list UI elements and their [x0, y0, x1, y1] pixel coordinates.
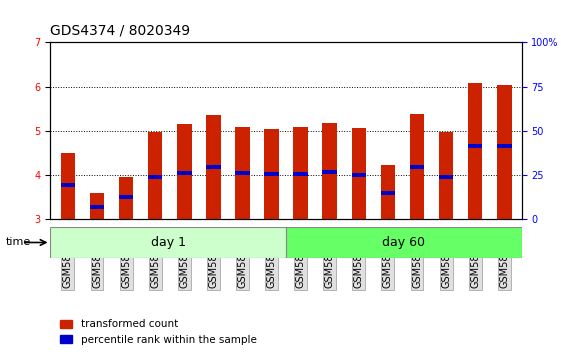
Bar: [323, 123, 337, 219]
Bar: [206, 115, 220, 219]
Bar: [90, 193, 104, 219]
Bar: [381, 166, 395, 219]
Bar: [61, 153, 75, 219]
Bar: [381, 191, 395, 195]
Bar: [352, 128, 366, 219]
Bar: [90, 205, 104, 209]
Bar: [235, 127, 250, 219]
Bar: [468, 144, 482, 148]
Bar: [323, 170, 337, 174]
Bar: [206, 165, 220, 169]
Bar: [148, 132, 163, 219]
Bar: [286, 227, 522, 258]
Bar: [177, 124, 191, 219]
Bar: [293, 127, 308, 219]
Legend: transformed count, percentile rank within the sample: transformed count, percentile rank withi…: [56, 315, 261, 349]
Bar: [410, 114, 424, 219]
Bar: [497, 85, 512, 219]
Bar: [235, 171, 250, 175]
Bar: [439, 132, 453, 219]
Bar: [50, 227, 286, 258]
Text: GDS4374 / 8020349: GDS4374 / 8020349: [50, 23, 191, 37]
Bar: [497, 144, 512, 148]
Text: day 1: day 1: [151, 236, 186, 249]
Bar: [119, 177, 134, 219]
Bar: [439, 176, 453, 179]
Bar: [293, 172, 308, 176]
Bar: [264, 172, 279, 176]
Bar: [410, 165, 424, 169]
Bar: [148, 175, 163, 178]
Bar: [61, 183, 75, 187]
Text: day 60: day 60: [383, 236, 425, 249]
Text: time: time: [6, 238, 31, 247]
Bar: [264, 129, 279, 219]
Bar: [177, 171, 191, 175]
Bar: [119, 195, 134, 199]
Bar: [468, 83, 482, 219]
Bar: [352, 173, 366, 177]
